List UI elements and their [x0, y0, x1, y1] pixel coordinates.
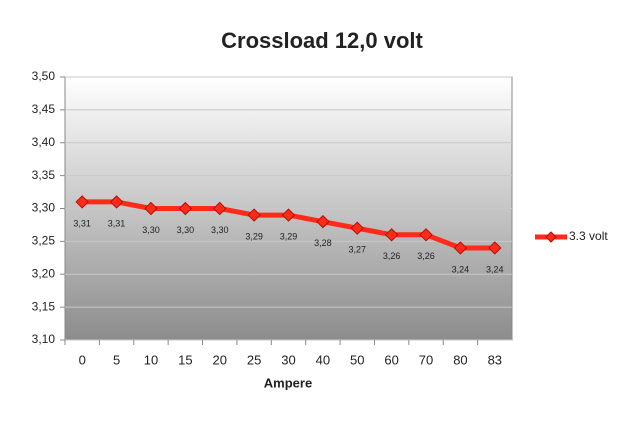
data-point — [247, 208, 261, 222]
y-tick-label: 3,20 — [32, 266, 56, 280]
data-point — [488, 241, 502, 255]
data-label: 3,29 — [280, 231, 298, 241]
x-tick-label: 25 — [247, 352, 261, 367]
y-tick-label: 3,25 — [32, 234, 56, 248]
chart-title: Crossload 12,0 volt — [221, 28, 423, 53]
data-point — [75, 195, 89, 209]
x-tick-label: 70 — [419, 352, 433, 367]
data-point — [281, 208, 296, 222]
data-label: 3,24 — [486, 264, 504, 274]
y-tick-label: 3,30 — [32, 201, 56, 215]
data-point — [109, 195, 124, 209]
x-tick-label: 60 — [384, 352, 398, 367]
x-tick-label: 0 — [79, 352, 86, 367]
x-tick-label: 50 — [350, 352, 364, 367]
data-label: 3,30 — [211, 225, 229, 235]
data-point — [178, 201, 193, 216]
data-label: 3,27 — [349, 245, 367, 255]
data-label: 3,30 — [142, 225, 160, 235]
x-tick-label: 80 — [453, 352, 467, 367]
legend-label: 3.3 volt — [569, 229, 608, 243]
y-tick-label: 3,45 — [32, 102, 56, 116]
x-tick-label: 40 — [316, 352, 330, 367]
data-point — [350, 221, 364, 235]
data-point — [144, 201, 158, 216]
x-tick-label: 30 — [281, 352, 295, 367]
x-tick-label: 10 — [144, 352, 158, 367]
data-label: 3,31 — [108, 218, 126, 228]
data-label: 3,24 — [452, 264, 470, 274]
data-point — [316, 214, 330, 229]
data-label: 3,26 — [417, 251, 435, 261]
data-point — [419, 228, 433, 242]
y-tick-label: 3,15 — [32, 299, 56, 313]
x-axis-label: Ampere — [264, 375, 312, 390]
data-point — [453, 241, 468, 255]
y-tick-label: 3,40 — [32, 135, 56, 149]
data-label: 3,29 — [245, 231, 263, 241]
y-tick-label: 3,10 — [32, 332, 56, 346]
data-point — [213, 201, 227, 216]
x-tick-label: 20 — [212, 352, 226, 367]
y-tick-label: 3,35 — [32, 168, 56, 182]
x-tick-label: 5 — [113, 352, 120, 367]
x-tick-label: 83 — [488, 352, 502, 367]
data-label: 3,31 — [73, 218, 91, 228]
legend-marker — [545, 231, 557, 243]
data-label: 3,28 — [314, 238, 332, 248]
data-point — [384, 228, 399, 242]
data-label: 3,30 — [177, 225, 195, 235]
y-tick-label: 3,50 — [32, 69, 56, 83]
x-tick-label: 15 — [178, 352, 192, 367]
data-label: 3,26 — [383, 251, 401, 261]
